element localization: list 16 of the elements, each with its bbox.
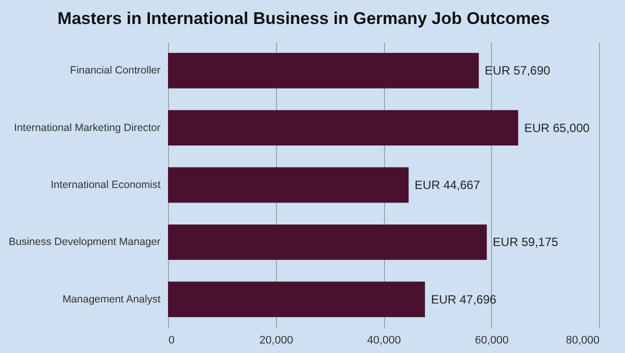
y-tick-label: Management Analyst bbox=[62, 293, 161, 306]
data-label: EUR 59,175 bbox=[492, 235, 559, 250]
data-label: EUR 47,696 bbox=[430, 292, 497, 306]
x-tick-label: 40,000 bbox=[367, 334, 401, 346]
y-tick-label: Business Development Manager bbox=[8, 236, 161, 248]
data-label: EUR 57,690 bbox=[484, 64, 551, 78]
x-tick-label: 0 bbox=[168, 334, 175, 346]
chart-title: Masters in International Business in Germany Job Outcomes bbox=[58, 9, 550, 28]
y-tick-label: Financial Controller bbox=[70, 64, 161, 77]
x-tick-label: 20,000 bbox=[259, 334, 294, 346]
y-tick-label: International Marketing Director bbox=[14, 122, 161, 134]
y-tick-label: International Economist bbox=[50, 179, 161, 191]
data-label: EUR 44,667 bbox=[414, 178, 480, 192]
x-tick-label: 80,000 bbox=[566, 334, 600, 346]
x-tick-label: 60,000 bbox=[474, 334, 509, 346]
data-label: EUR 65,000 bbox=[524, 120, 590, 135]
